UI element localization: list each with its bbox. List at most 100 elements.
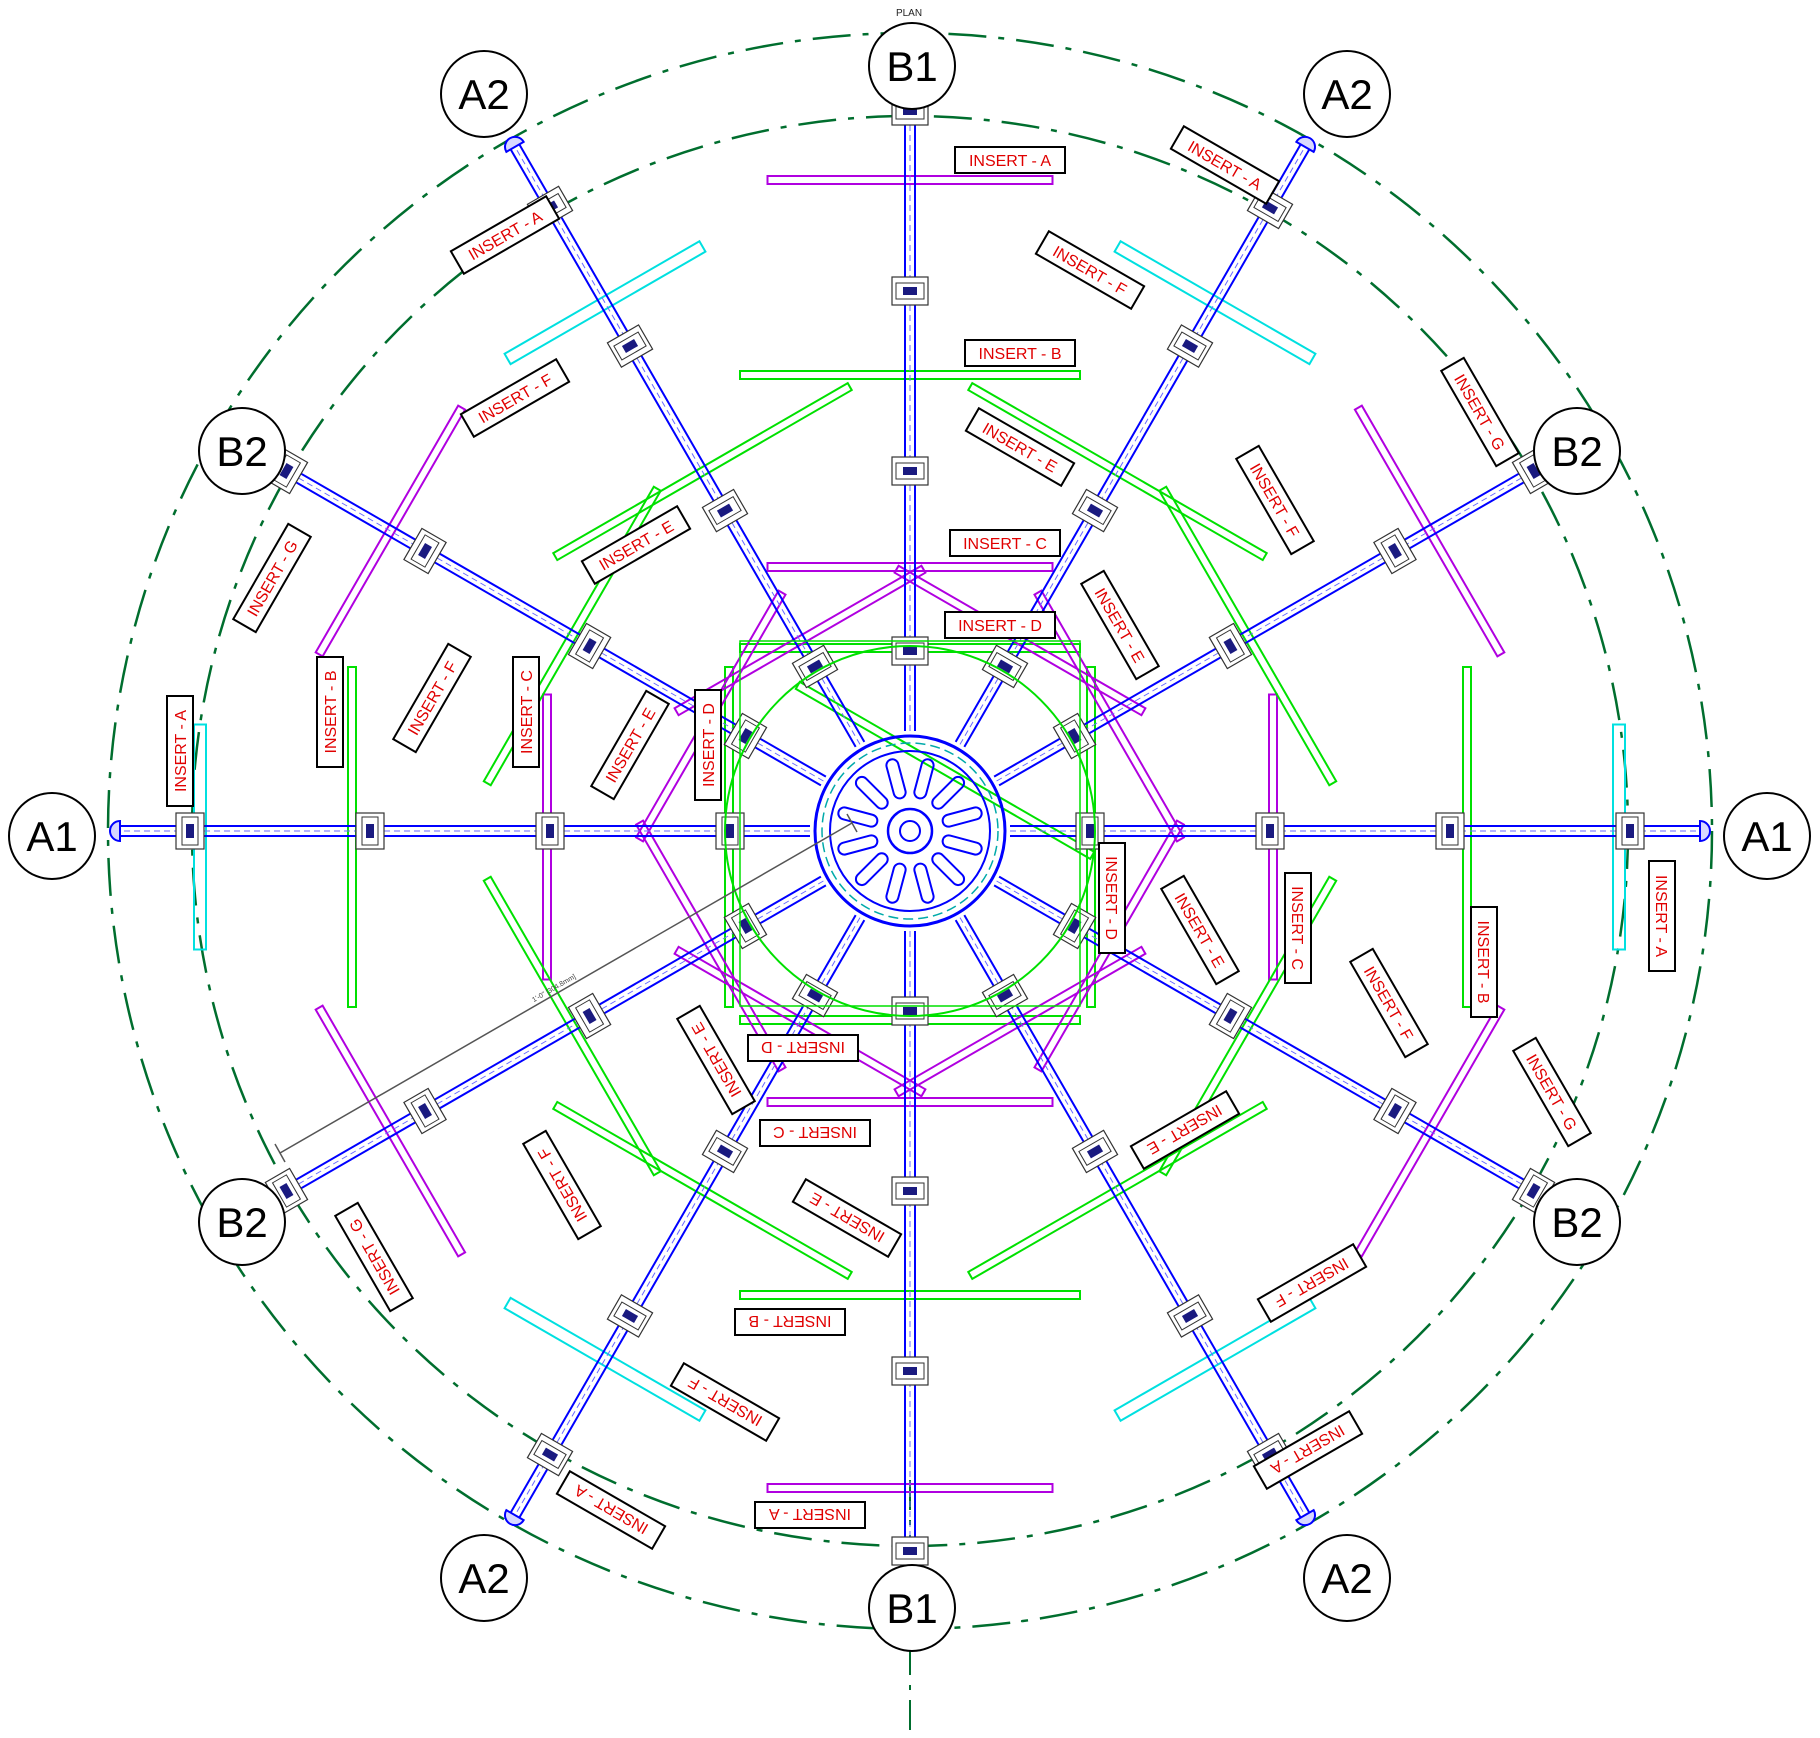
grid-bubble-label: A1 — [26, 813, 77, 860]
insert-label-text: INSERT - C — [519, 670, 536, 754]
hub-inner-ring — [829, 750, 991, 912]
grid-bubble: A2 — [440, 50, 528, 138]
insert-label: INSERT - E — [791, 1177, 903, 1259]
grid-bubble: B2 — [198, 407, 286, 495]
insert-plate — [482, 875, 663, 1177]
insert-label: INSERT - G — [333, 1201, 415, 1313]
beam-end-cap — [504, 135, 526, 154]
insert-label: INSERT - C — [512, 656, 540, 768]
grid-bubble: A2 — [1303, 1534, 1391, 1622]
insert-label: INSERT - F — [459, 357, 571, 439]
insert-label-text: INSERT - C — [773, 1123, 857, 1140]
beam-clamp — [403, 1087, 447, 1135]
beam-clamp — [1373, 1087, 1417, 1135]
beam-clamp — [1052, 902, 1097, 950]
hub-slot — [885, 862, 907, 904]
grid-bubble: B2 — [198, 1178, 286, 1266]
beam — [109, 812, 810, 850]
beam-clamp — [891, 456, 929, 486]
grid-bubble-label: B2 — [1551, 428, 1602, 475]
insert-label: INSERT - B — [316, 656, 344, 768]
hub-outer-ring — [813, 734, 1007, 928]
grid-bubble-label: A2 — [1321, 71, 1372, 118]
beam-clamp — [791, 644, 839, 689]
grid-bubble: B2 — [1533, 1178, 1621, 1266]
grid-bubble: B2 — [1533, 407, 1621, 495]
insert-label: INSERT - B — [734, 1308, 846, 1336]
beam-clamp — [891, 1356, 929, 1386]
beam-clamp — [723, 902, 768, 950]
insert-label: INSERT - B — [964, 339, 1076, 367]
grid-bubble-label: A2 — [458, 1555, 509, 1602]
hub-dashed-ring — [821, 742, 999, 920]
grid-bubble-label: A2 — [1321, 1555, 1372, 1602]
beam — [504, 135, 866, 748]
hub-slot — [931, 775, 966, 810]
beam-clamp — [1071, 488, 1119, 533]
beam-clamp — [891, 1536, 929, 1566]
grid-bubble: A2 — [440, 1534, 528, 1622]
beam-end-cap — [1294, 1508, 1316, 1527]
insert-label: INSERT - A — [1169, 124, 1281, 206]
insert-label: INSERT - D — [1098, 842, 1126, 954]
insert-label-text: INSERT - A — [969, 153, 1051, 170]
hub-green-circle — [724, 645, 1096, 1017]
beam — [954, 914, 1316, 1527]
insert-label: INSERT - D — [694, 689, 722, 801]
beam-clamp — [891, 276, 929, 306]
insert-label-text: INSERT - D — [958, 618, 1042, 635]
dimension-line: 1'-0" [304.8mm] — [274, 813, 858, 1163]
hub-slot — [913, 758, 935, 800]
beam-clamp — [981, 644, 1029, 689]
beam-clamp — [1166, 324, 1214, 368]
insert-label-text: INSERT - A — [769, 1505, 851, 1522]
insert-label: INSERT - A — [555, 1469, 667, 1551]
beam-clamp — [1255, 812, 1285, 850]
beam-clamp — [175, 812, 205, 850]
insert-label: INSERT - C — [949, 529, 1061, 557]
hub-slot — [885, 758, 907, 800]
radial-beams — [109, 30, 1711, 1632]
beam-clamp — [891, 636, 929, 666]
grid-bubbles: B1 A2 A2 B2 B2 A1 A1 B2 B2 A2 B1 A2 — [8, 22, 1811, 1652]
grid-bubble-label: B1 — [886, 1585, 937, 1632]
insert-label-text: INSERT - D — [1102, 856, 1119, 940]
hub-slot — [941, 806, 983, 828]
beam-clamp — [891, 996, 929, 1026]
insert-label: INSERT - G — [1439, 356, 1521, 468]
grid-bubble-label: B2 — [216, 1199, 267, 1246]
beam — [954, 135, 1316, 748]
beam-clamp — [1615, 812, 1645, 850]
insert-label: INSERT - E — [1159, 874, 1241, 986]
insert-label: INSERT - A — [1648, 860, 1676, 972]
insert-label-text: INSERT - C — [1288, 886, 1305, 970]
center-hub — [724, 640, 1096, 1017]
insert-plate — [794, 680, 1096, 861]
beam-clamp — [403, 527, 447, 575]
beam-clamp — [1373, 527, 1417, 575]
beam-clamp — [1208, 622, 1253, 670]
beam-clamp — [1435, 812, 1465, 850]
dimension-stroke — [279, 822, 853, 1154]
hub-slot — [837, 806, 879, 828]
beam-clamp — [355, 812, 385, 850]
insert-label: INSERT - F — [1234, 444, 1316, 556]
insert-label-text: INSERT - A — [173, 710, 190, 792]
beam-end-cap — [504, 1508, 526, 1527]
dimension-tick-start — [274, 1143, 286, 1163]
beam-clamp — [891, 1176, 929, 1206]
beam — [993, 425, 1606, 787]
beam-clamp — [723, 712, 768, 760]
insert-label: INSERT - A — [166, 695, 194, 807]
insert-label: INSERT - B — [1470, 906, 1498, 1018]
dimension-label: 1'-0" [304.8mm] — [531, 973, 577, 1004]
beam-clamp — [606, 1294, 654, 1338]
insert-label: INSERT - E — [589, 689, 671, 801]
grid-bubble: A1 — [8, 792, 96, 880]
insert-label: INSERT - F — [1348, 947, 1430, 1059]
beam-clamp — [791, 973, 839, 1018]
hub-core — [886, 807, 934, 855]
insert-label: INSERT - E — [675, 1004, 757, 1116]
grid-bubble: A1 — [1723, 792, 1811, 880]
